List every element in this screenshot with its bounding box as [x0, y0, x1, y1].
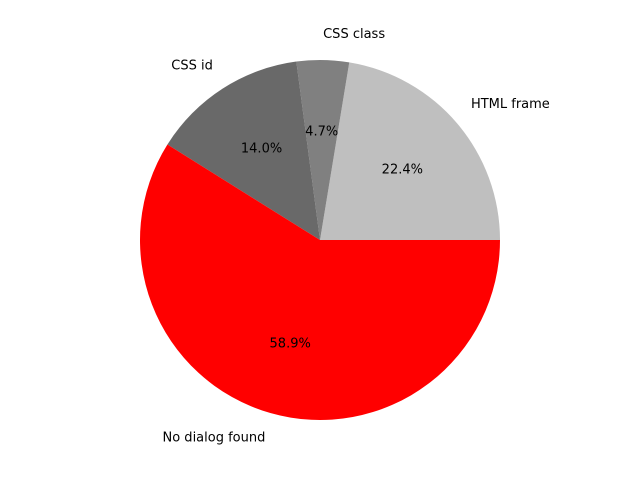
- pie-slice-no-dialog-found: [140, 144, 501, 421]
- slice-label-css-id: CSS id: [171, 58, 213, 73]
- pie-slice-html-frame: [320, 62, 500, 241]
- slice-label-no-dialog-found: No dialog found: [163, 430, 266, 445]
- slice-label-css-class: CSS class: [323, 27, 385, 42]
- slice-percent-html-frame: 22.4%: [382, 163, 423, 178]
- slice-label-html-frame: HTML frame: [471, 97, 550, 112]
- slice-percent-css-id: 14.0%: [241, 142, 282, 157]
- pie-slice-css-class: [296, 59, 350, 240]
- slice-percent-css-class: 4.7%: [305, 125, 338, 140]
- pie-slice-css-id: [167, 61, 320, 241]
- slice-percent-no-dialog-found: 58.9%: [270, 336, 311, 351]
